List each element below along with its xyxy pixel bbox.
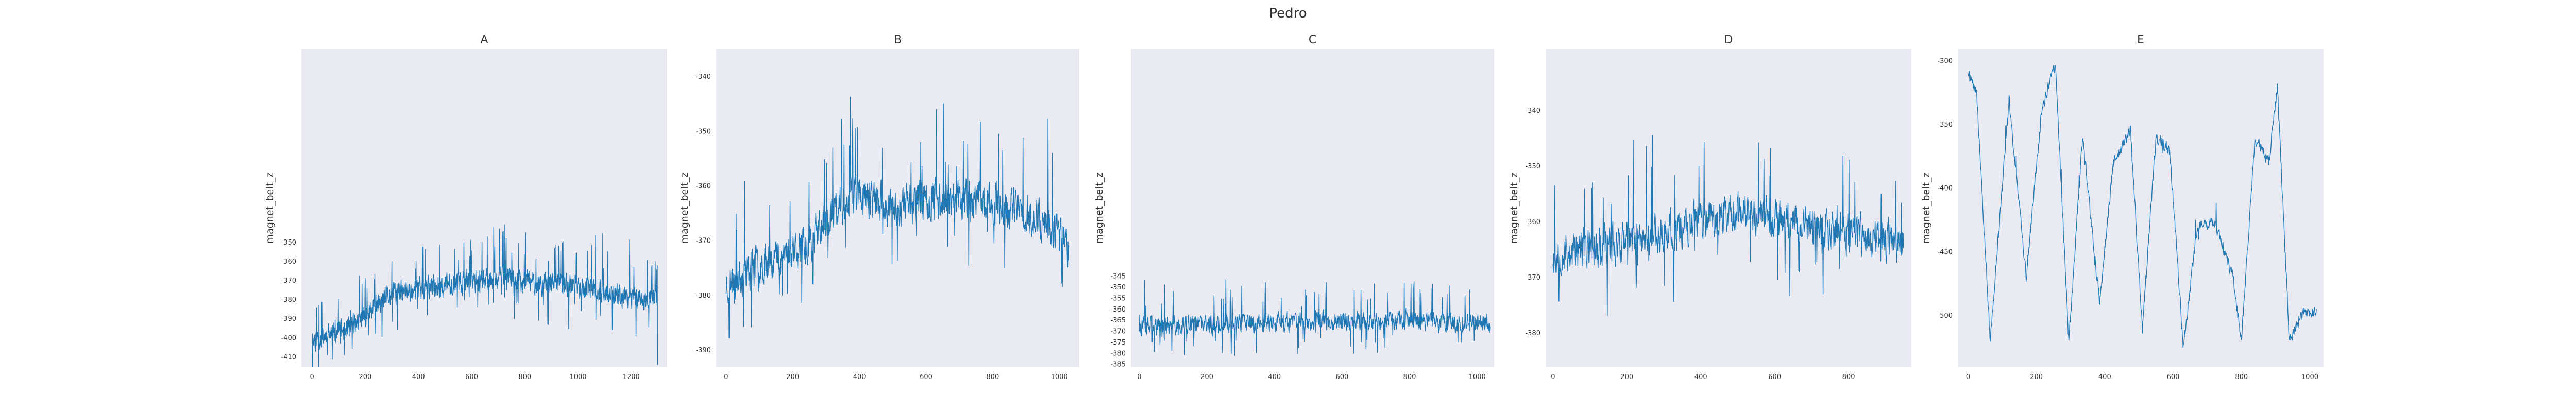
y-tick-label: -400 [281,334,296,342]
x-tick-label: 600 [1768,373,1781,381]
x-tick-label: 200 [1620,373,1633,381]
y-tick-label: -410 [281,353,296,361]
y-tick-label: -500 [1937,312,1953,320]
y-axis-label: magnet_belt_z [264,173,276,244]
y-tick-label: -345 [1110,273,1126,281]
y-axis-label: magnet_belt_z [679,173,690,244]
y-tick-label: -370 [281,277,296,285]
y-tick-label: -370 [696,237,711,245]
y-tick-label: -360 [281,258,296,266]
x-tick-label: 0 [1966,373,1970,381]
x-tick-label: 400 [1268,373,1281,381]
panel-title: E [2137,33,2144,46]
x-tick-label: 400 [2098,373,2111,381]
y-tick-label: -375 [1110,339,1126,347]
y-tick-label: -400 [1937,185,1953,193]
x-tick-label: 200 [359,373,372,381]
y-tick-label: -350 [1525,163,1540,170]
x-tick-label: 200 [786,373,799,381]
y-tick-label: -340 [696,73,711,81]
y-tick-label: -390 [281,315,296,323]
y-tick-label: -380 [281,296,296,304]
y-tick-label: -365 [1110,317,1126,324]
y-tick-label: -370 [1525,274,1540,282]
x-tick-label: 1000 [569,373,586,381]
panel-title: B [894,33,902,46]
y-tick-label: -380 [696,292,711,300]
x-tick-label: 1000 [2301,373,2318,381]
y-tick-label: -340 [1525,107,1540,115]
x-tick-label: 0 [310,373,314,381]
data-series-line [1968,65,2317,348]
y-tick-label: -360 [1525,218,1540,226]
x-tick-label: 600 [1335,373,1348,381]
plot-area [1958,49,2324,367]
y-tick-label: -360 [696,183,711,191]
y-tick-label: -350 [1937,121,1953,129]
y-tick-label: -360 [1110,306,1126,314]
x-tick-label: 400 [412,373,425,381]
x-tick-label: 600 [465,373,478,381]
data-series-line [1552,135,1904,316]
x-tick-label: 1000 [1051,373,1068,381]
y-axis-label: magnet_belt_z [1094,173,1105,244]
x-tick-label: 0 [1551,373,1555,381]
data-series-line [1139,279,1491,356]
x-tick-label: 800 [986,373,999,381]
y-axis-label: magnet_belt_z [1509,173,1520,244]
x-tick-label: 600 [2167,373,2180,381]
y-tick-label: -385 [1110,361,1126,369]
x-tick-label: 1200 [623,373,640,381]
panel-title: C [1309,33,1316,46]
x-tick-label: 0 [724,373,728,381]
x-tick-label: 200 [2030,373,2043,381]
x-tick-label: 800 [518,373,531,381]
y-axis-label: magnet_belt_z [1921,173,1932,244]
x-tick-label: 600 [920,373,933,381]
plot-area [1546,49,1911,367]
x-tick-label: 400 [1694,373,1707,381]
y-tick-label: -390 [696,347,711,354]
panel-title: D [1724,33,1733,46]
panel-title: A [480,33,488,46]
data-series-line [312,224,658,367]
y-tick-label: -370 [1110,328,1126,336]
x-tick-label: 400 [853,373,866,381]
y-tick-label: -350 [1110,284,1126,291]
x-tick-label: 800 [1403,373,1416,381]
x-tick-label: 0 [1137,373,1141,381]
y-tick-label: -350 [281,239,296,247]
x-tick-label: 200 [1200,373,1213,381]
y-tick-label: -300 [1937,57,1953,65]
figure-title: Pedro [1269,6,1307,21]
x-tick-label: 800 [2235,373,2248,381]
y-tick-label: -380 [1110,350,1126,357]
data-series-line [725,96,1070,338]
y-tick-label: -380 [1525,330,1540,337]
y-tick-label: -355 [1110,295,1126,302]
y-tick-label: -450 [1937,248,1953,256]
y-tick-label: -350 [696,128,711,135]
x-tick-label: 1000 [1469,373,1486,381]
x-tick-label: 800 [1842,373,1855,381]
